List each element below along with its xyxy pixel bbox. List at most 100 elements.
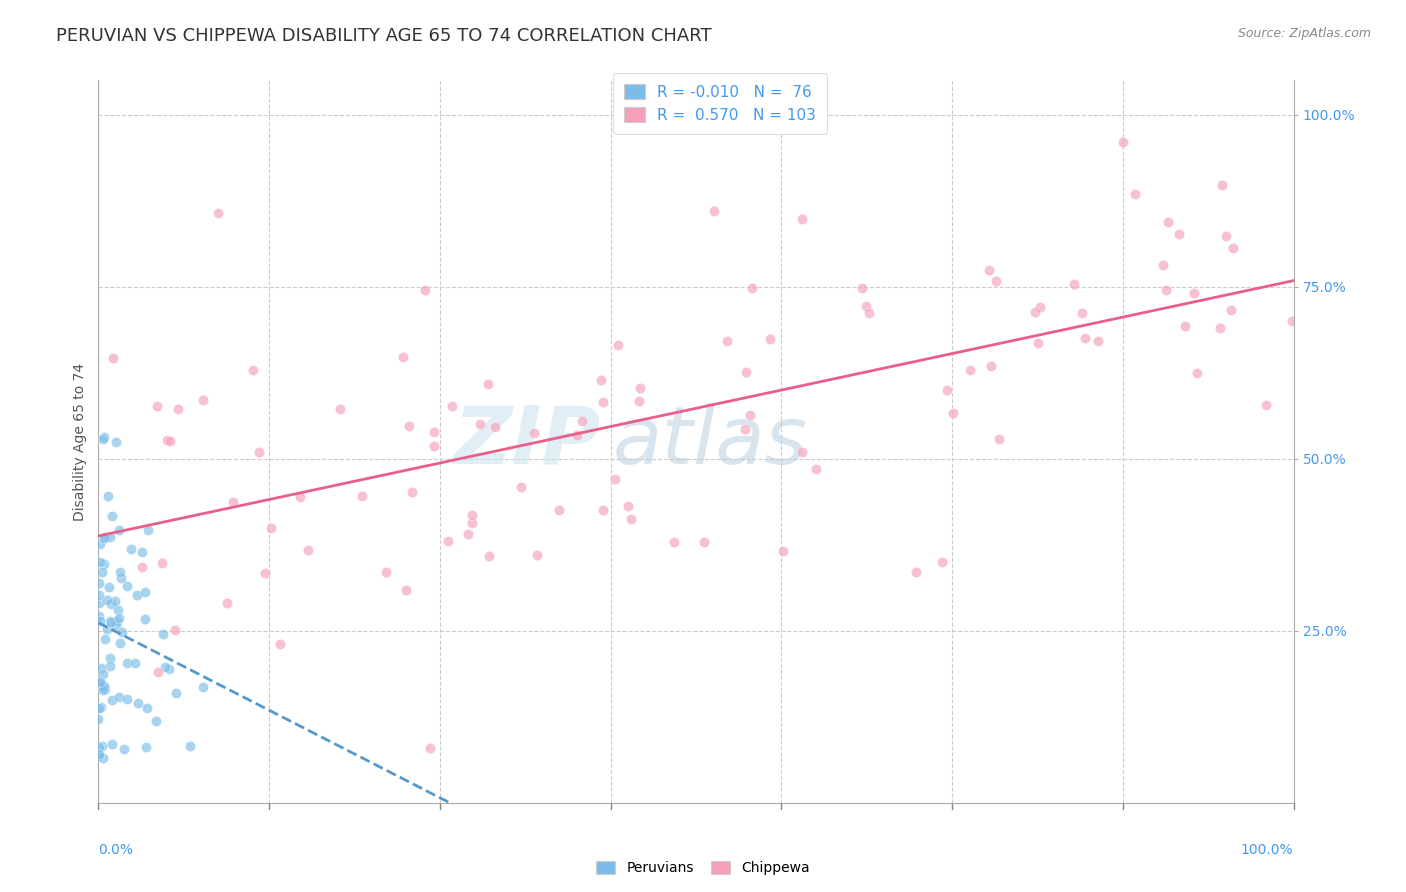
Point	[98, 614, 121, 628]
Point	[607, 337, 630, 351]
Point	[89, 675, 111, 690]
Point	[207, 206, 229, 220]
Point	[159, 434, 181, 449]
Point	[90, 700, 112, 714]
Point	[89, 674, 111, 689]
Point	[105, 617, 128, 632]
Point	[352, 489, 374, 503]
Point	[855, 299, 877, 313]
Point	[93, 430, 115, 444]
Point	[942, 406, 965, 420]
Point	[1215, 229, 1237, 244]
Point	[470, 417, 492, 431]
Point	[477, 377, 499, 392]
Point	[91, 683, 114, 698]
Point	[423, 439, 446, 453]
Point	[628, 381, 651, 395]
Point	[792, 445, 814, 459]
Point	[91, 667, 114, 681]
Point	[548, 503, 571, 517]
Point	[1123, 187, 1146, 202]
Legend: R = -0.010   N =  76, R =  0.570   N = 103: R = -0.010 N = 76, R = 0.570 N = 103	[613, 73, 827, 134]
Point	[93, 557, 115, 571]
Point	[108, 690, 131, 704]
Point	[131, 545, 153, 559]
Point	[115, 691, 138, 706]
Point	[107, 603, 129, 617]
Point	[740, 408, 762, 422]
Point	[1156, 283, 1178, 297]
Point	[191, 680, 214, 694]
Point	[1185, 366, 1208, 380]
Point	[1028, 336, 1050, 351]
Point	[97, 489, 120, 503]
Point	[110, 571, 132, 585]
Point	[392, 350, 415, 364]
Point	[589, 372, 612, 386]
Point	[1074, 331, 1097, 345]
Point	[806, 462, 828, 476]
Point	[93, 680, 115, 694]
Point	[904, 565, 927, 579]
Point	[457, 526, 479, 541]
Point	[526, 548, 548, 562]
Point	[93, 531, 115, 545]
Point	[734, 422, 756, 436]
Point	[413, 283, 436, 297]
Point	[134, 612, 156, 626]
Point	[484, 420, 506, 434]
Point	[100, 693, 122, 707]
Point	[101, 508, 124, 523]
Point	[249, 445, 271, 459]
Point	[127, 696, 149, 710]
Point	[114, 741, 136, 756]
Point	[716, 334, 738, 348]
Point	[253, 566, 276, 580]
Point	[758, 332, 780, 346]
Point	[125, 588, 148, 602]
Point	[1157, 215, 1180, 229]
Point	[89, 555, 111, 569]
Point	[851, 281, 873, 295]
Point	[91, 751, 114, 765]
Text: 0.0%: 0.0%	[98, 843, 134, 856]
Point	[1209, 320, 1232, 334]
Point	[693, 534, 716, 549]
Point	[1070, 305, 1092, 319]
Point	[179, 739, 201, 753]
Point	[478, 549, 501, 563]
Point	[703, 204, 725, 219]
Point	[592, 395, 614, 409]
Point	[988, 432, 1011, 446]
Point	[120, 541, 142, 556]
Point	[931, 555, 953, 569]
Point	[401, 484, 423, 499]
Point	[94, 632, 117, 646]
Point	[159, 662, 181, 676]
Point	[509, 480, 531, 494]
Point	[105, 615, 128, 629]
Point	[191, 392, 214, 407]
Point	[959, 363, 981, 377]
Point	[87, 575, 110, 590]
Point	[297, 543, 319, 558]
Point	[772, 544, 794, 558]
Point	[134, 584, 156, 599]
Point	[108, 611, 131, 625]
Point	[111, 625, 134, 640]
Point	[260, 521, 283, 535]
Point	[146, 665, 169, 679]
Point	[135, 739, 157, 754]
Point	[155, 660, 177, 674]
Point	[146, 399, 169, 413]
Point	[94, 530, 117, 544]
Text: 100.0%: 100.0%	[1241, 843, 1294, 856]
Text: ZIP: ZIP	[453, 402, 600, 481]
Point	[156, 434, 179, 448]
Point	[627, 393, 650, 408]
Point	[100, 530, 122, 544]
Point	[87, 588, 110, 602]
Point	[290, 490, 312, 504]
Point	[152, 627, 174, 641]
Y-axis label: Disability Age 65 to 74: Disability Age 65 to 74	[73, 362, 87, 521]
